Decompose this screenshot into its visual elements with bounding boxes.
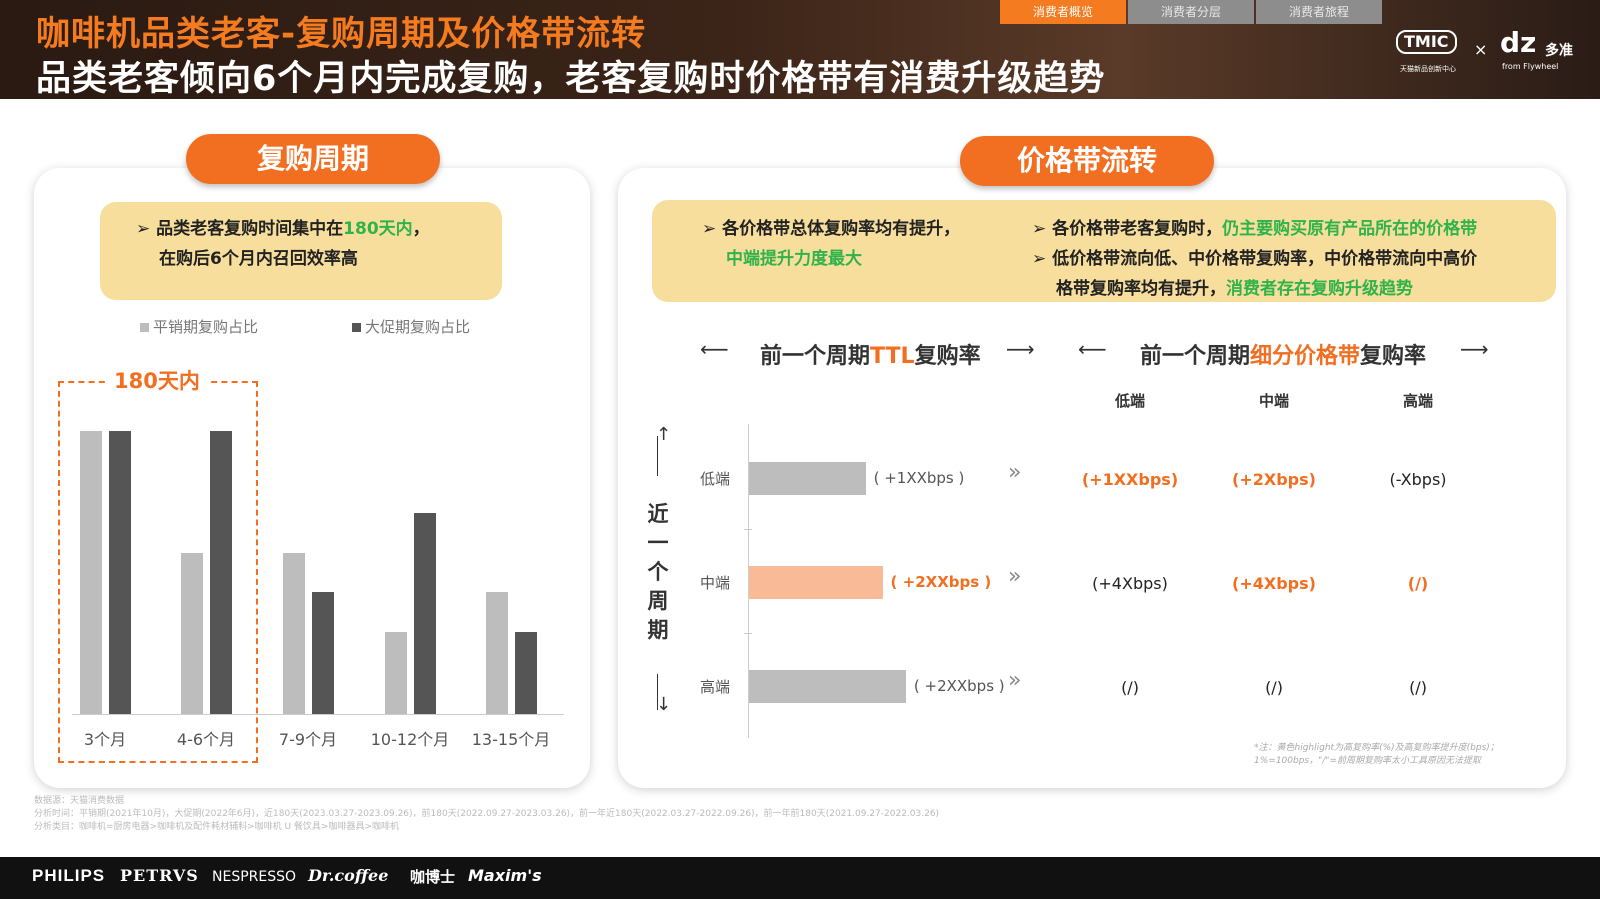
segment-rate-cell: (/)	[1409, 678, 1427, 697]
left-arrow-icon-2: ⟵	[1078, 337, 1107, 361]
left-insight-line-2: 在购后6个月内召回效率高	[159, 249, 358, 269]
hbar-axis	[748, 424, 749, 738]
page-subtitle: 品类老客倾向6个月内完成复购，老客复购时价格带有消费升级趋势	[36, 59, 1106, 99]
page-title: 咖啡机品类老客-复购周期及价格带流转	[36, 14, 647, 54]
right-arrow-icon-2: ⟶	[1460, 337, 1489, 361]
ttl-rate-bar	[749, 566, 883, 599]
tab-consumer-journey[interactable]: 消费者旅程	[1256, 0, 1382, 24]
footnote-line-2: 1%=100bps，"/"=前周期复购率太小工具原因无法提取	[1254, 756, 1481, 766]
brand-petrus: PETRVS	[120, 866, 199, 885]
brand-maxims: Maxim's	[468, 866, 542, 885]
bar-chart-baseline	[72, 714, 564, 715]
price-band-flow-pill: 价格带流转	[960, 136, 1214, 186]
dz-logo: dz	[1500, 26, 1537, 59]
up-arrow-icon: ↑	[656, 424, 672, 445]
hbar-tick-2	[744, 633, 752, 634]
double-chevron-icon: »	[1008, 564, 1022, 589]
col-header-high: 高端	[1402, 392, 1433, 410]
footnote-line-1: *注：黄色highlight为高复购率(%)及高复购率提升度(bps)；	[1254, 743, 1499, 753]
down-arrow-icon: ↓	[656, 694, 672, 715]
right-insight-b-line-3: 格带复购率均有提升，消费者存在复购升级趋势	[1056, 279, 1413, 299]
dz-logo-caption: from Flywheel	[1502, 62, 1559, 71]
legend-offseason: 平销期复购占比	[140, 316, 258, 337]
ttl-rate-value: ( +2XXbps )	[913, 677, 1005, 695]
brand-footer	[0, 857, 1600, 899]
segment-rate-cell: (/)	[1265, 678, 1283, 697]
up-arrow-shaft	[657, 436, 658, 476]
bar-promo-0	[109, 431, 131, 714]
legend-swatch-light	[140, 323, 149, 332]
source-line-1: 数据源：天猫消费数据	[34, 796, 125, 806]
dz-logo-cn: 多准	[1545, 43, 1573, 59]
legend-swatch-dark	[352, 323, 361, 332]
segment-rate-cell: (+2Xbps)	[1232, 470, 1316, 489]
row-label: 低端	[700, 470, 731, 488]
segment-rate-cell: (-Xbps)	[1389, 470, 1447, 489]
col-header-low: 低端	[1114, 392, 1145, 410]
right-insight-a-line-2: 中端提升力度最大	[726, 249, 862, 269]
tmic-logo: TMIC	[1396, 30, 1457, 54]
segment-rate-header: 前一个周期细分价格带复购率	[1140, 344, 1427, 369]
down-arrow-shaft	[657, 674, 658, 710]
x-category-label: 10-12个月	[370, 730, 450, 749]
ttl-rate-header: 前一个周期TTL复购率	[760, 344, 981, 369]
bar-offseason-4	[486, 592, 508, 714]
segment-rate-cell: (+1XXbps)	[1081, 470, 1179, 489]
x-category-label: 13-15个月	[471, 730, 551, 749]
left-insight-line-1: ➢ 品类老客复购时间集中在180天内，	[136, 219, 430, 239]
brand-drcoffee: Dr.coffee	[308, 866, 389, 885]
left-arrow-icon: ⟵	[700, 337, 729, 361]
tmic-logo-caption: 天猫新品创新中心	[1400, 65, 1456, 73]
right-insight-a-line-1: ➢ 各价格带总体复购率均有提升，	[702, 219, 961, 239]
bar-offseason-0	[80, 431, 102, 714]
legend-promo: 大促期复购占比	[352, 316, 470, 337]
x-category-label: 4-6个月	[176, 730, 236, 749]
right-arrow-icon: ⟶	[1006, 337, 1035, 361]
segment-rate-cell: (+4Xbps)	[1232, 574, 1316, 593]
col-header-mid: 中端	[1258, 392, 1289, 410]
right-insight-b-line-1: ➢ 各价格带老客复购时，仍主要购买原有产品所在的价格带	[1032, 219, 1478, 239]
double-chevron-icon: »	[1008, 668, 1022, 693]
right-insight-note	[652, 200, 1556, 302]
bar-offseason-1	[181, 552, 203, 714]
segment-rate-cell: (/)	[1121, 678, 1139, 697]
180-day-label: 180天内	[106, 365, 208, 395]
row-label: 中端	[700, 574, 731, 592]
ttl-rate-bar	[749, 462, 866, 495]
ttl-rate-value: ( +2XXbps )	[890, 573, 992, 591]
brand-philips: PHILIPS	[32, 866, 106, 885]
tab-consumer-overview[interactable]: 消费者概览	[1000, 0, 1126, 24]
tab-consumer-segment[interactable]: 消费者分层	[1128, 0, 1254, 24]
right-insight-b-line-2: ➢ 低价格带流向低、中价格带复购率，中价格带流向中高价	[1032, 249, 1478, 269]
ttl-rate-bar	[749, 670, 906, 703]
row-label: 高端	[700, 678, 731, 696]
segment-rate-cell: (+4Xbps)	[1092, 574, 1168, 593]
bar-promo-1	[210, 431, 232, 714]
brand-nespresso: NESPRESSO	[212, 869, 297, 885]
logo-separator: ×	[1474, 40, 1488, 59]
bar-promo-4	[515, 631, 537, 714]
repurchase-cycle-pill: 复购周期	[186, 134, 440, 184]
bar-promo-3	[414, 513, 436, 714]
bar-offseason-3	[385, 631, 407, 714]
bar-offseason-2	[283, 552, 305, 714]
recent-cycle-vertical-label: 近一个周期	[647, 502, 669, 642]
bar-promo-2	[312, 592, 334, 714]
segment-rate-cell: (/)	[1407, 574, 1429, 593]
source-line-3: 分析类目：咖啡机=厨房电器>咖啡机及配件耗材辅料>咖啡机 U 餐饮具>咖啡器具>…	[34, 822, 400, 832]
double-chevron-icon: »	[1008, 460, 1022, 485]
source-line-2: 分析时间：平销期(2021年10月)，大促期(2022年6月)，近180天(20…	[34, 809, 940, 819]
hbar-tick-1	[744, 529, 752, 530]
ttl-rate-value: ( +1XXbps )	[873, 469, 965, 487]
x-category-label: 7-9个月	[278, 730, 338, 749]
left-insight-note	[100, 202, 502, 300]
brand-kabosi: 咖博士	[410, 868, 456, 886]
x-category-label: 3个月	[83, 730, 127, 749]
